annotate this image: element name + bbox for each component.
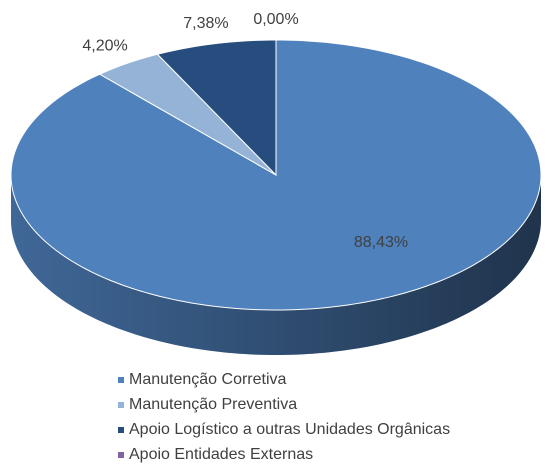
- data-label: 88,43%: [354, 234, 408, 251]
- data-label: 4,20%: [82, 38, 127, 55]
- legend-label: Apoio Logístico a outras Unidades Orgâni…: [129, 421, 450, 438]
- legend-swatch: [118, 427, 124, 433]
- legend-label: Apoio Entidades Externas: [129, 446, 313, 463]
- pie-slice: [98, 53, 277, 176]
- pie-slice: [156, 39, 277, 177]
- pie-side-shade: [11, 175, 541, 355]
- data-label: 0,00%: [253, 11, 298, 28]
- data-label: 7,38%: [183, 15, 228, 32]
- legend-swatch: [118, 402, 124, 408]
- legend-swatch: [118, 377, 124, 383]
- legend-label: Manutenção Preventiva: [129, 396, 297, 413]
- legend-label: Manutenção Corretiva: [129, 371, 287, 388]
- legend-swatch: [118, 452, 124, 458]
